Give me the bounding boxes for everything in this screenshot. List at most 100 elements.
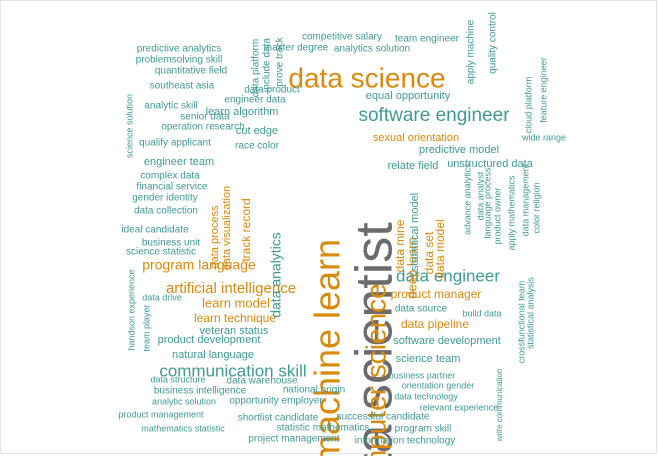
cloud-word: statistic mathematics	[277, 423, 370, 434]
cloud-word: predictive model	[419, 144, 499, 156]
cloud-word: write communication	[495, 369, 504, 443]
cloud-word: software engineer	[358, 105, 510, 126]
cloud-word: science team	[396, 353, 461, 365]
cloud-word: predictive analytics	[137, 44, 221, 55]
cloud-word: veteran status	[199, 325, 269, 337]
cloud-word: software development	[393, 335, 501, 347]
cloud-word: wide range	[521, 132, 566, 142]
cloud-word: equal opportunity	[366, 90, 451, 102]
cloud-word: financial service	[136, 182, 208, 193]
cloud-word: deep learn	[404, 237, 419, 298]
cloud-word: orientation gender	[402, 380, 475, 390]
cloud-word: national origin	[283, 385, 345, 396]
cloud-word: business intelligence	[154, 386, 247, 397]
cloud-word: product development	[158, 334, 261, 346]
cloud-word: engineer team	[144, 156, 214, 168]
cloud-word: language process	[482, 167, 492, 239]
cloud-word: analytic solution	[152, 396, 216, 406]
cloud-word: data science	[288, 62, 445, 93]
cloud-word: product owner	[492, 187, 502, 244]
cloud-word: engineer data	[224, 95, 286, 106]
cloud-word: apply mathematics	[506, 175, 516, 251]
cloud-word: opportunity employer	[229, 396, 323, 407]
cloud-word: gender identity	[132, 193, 198, 204]
cloud-word: data visualization	[221, 186, 233, 270]
cloud-word: master degree	[264, 43, 329, 54]
cloud-word: successful candidate	[337, 412, 430, 423]
cloud-word: relate field	[388, 160, 439, 172]
cloud-word: data product	[244, 85, 300, 96]
cloud-word: relevant experience	[420, 402, 499, 412]
cloud-word: analytics solution	[334, 44, 410, 55]
cloud-word: southeast asia	[150, 81, 215, 92]
cloud-word: handson experience	[126, 269, 136, 350]
cloud-word: unstructured data	[447, 158, 533, 170]
cloud-word: track record	[239, 198, 253, 261]
cloud-word: statistical analysis	[525, 276, 535, 349]
cloud-word: ideal candidate	[121, 225, 189, 236]
cloud-word: data technology	[394, 391, 458, 401]
cloud-word: data drive	[142, 292, 182, 302]
cloud-word: data structure	[150, 374, 205, 384]
cloud-word: data management	[520, 163, 530, 236]
cloud-word: natural language	[172, 349, 254, 361]
cloud-word: build data	[462, 308, 501, 318]
cloud-word: information technology	[355, 436, 456, 447]
cloud-word: data source	[395, 304, 448, 315]
cloud-word: competitive salary	[302, 32, 382, 43]
cloud-word: crossfunctional team	[516, 281, 526, 364]
cloud-word: data collection	[134, 206, 198, 217]
cloud-word: data set	[422, 231, 436, 274]
cloud-word: data analyst	[475, 171, 485, 220]
cloud-word: program skill	[395, 424, 452, 435]
cloud-word: team engineer	[395, 34, 460, 45]
cloud-word: advance analytics	[462, 163, 472, 235]
cloud-word: feature engineer	[538, 57, 548, 123]
cloud-word: data pipeline	[401, 317, 469, 331]
cloud-word: artificial intelligence	[166, 280, 296, 297]
cloud-word: learn model	[202, 295, 270, 310]
cloud-word: color religion	[531, 182, 541, 233]
cloud-word: communication skill	[159, 361, 306, 380]
cloud-word: learn algorithm	[206, 106, 279, 118]
cloud-word: data engineer	[396, 266, 500, 285]
cloud-word: science statistic	[126, 247, 196, 258]
cloud-word: program language	[142, 257, 256, 273]
cloud-word: data mine	[393, 219, 407, 272]
cloud-word: project management	[248, 434, 339, 445]
cloud-word: data model	[433, 219, 447, 278]
cloud-word: analytic skill	[144, 101, 197, 112]
cloud-word: computer science	[360, 283, 391, 456]
cloud-word: complex data	[140, 171, 200, 182]
cloud-word: prove track	[275, 36, 286, 86]
cloud-word: shortlist candidate	[238, 413, 319, 424]
cloud-word: apply machine	[466, 19, 477, 84]
cloud-word: data analytics	[268, 232, 284, 318]
cloud-word: data platform	[251, 39, 262, 97]
cloud-word: team player	[141, 304, 151, 351]
cloud-word: science solution	[124, 94, 134, 158]
cloud-word: mathematics statistic	[141, 423, 225, 433]
cloud-word: machine learn	[307, 239, 348, 456]
cloud-word: product management	[118, 409, 204, 419]
cloud-word: quantitative field	[155, 66, 227, 77]
cloud-word: learn technique	[194, 311, 276, 325]
cloud-word: data process	[209, 205, 221, 268]
cloud-word: product manager	[391, 287, 482, 301]
cloud-word: data scientist	[346, 222, 404, 456]
cloud-word: race color	[235, 141, 280, 152]
cloud-word: problemsolving skill	[136, 55, 223, 66]
cloud-word: operation research	[161, 122, 244, 133]
cloud-word: statistical model	[409, 193, 421, 271]
cloud-word: cloud platform	[523, 77, 533, 134]
cloud-word: cut edge	[236, 125, 278, 137]
cloud-word: data warehouse	[226, 376, 298, 387]
cloud-word: sexual orientation	[373, 132, 459, 144]
cloud-word: qualify applicant	[139, 138, 211, 149]
cloud-word: business partner	[389, 370, 456, 380]
cloud-word: quality control	[488, 12, 499, 74]
cloud-word: senior data	[180, 112, 230, 123]
cloud-word: include data	[262, 38, 273, 92]
